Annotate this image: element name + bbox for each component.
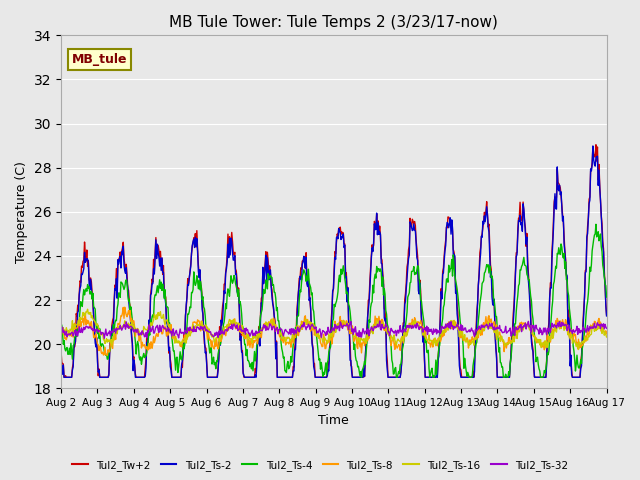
Tul2_Ts-2	[589, 143, 596, 149]
Tul2_Ts-4	[57, 321, 65, 326]
Tul2_Ts-8	[209, 344, 216, 349]
Tul2_Ts-4	[603, 294, 611, 300]
Tul2_Ts-2	[57, 351, 65, 357]
Tul2_Ts-16	[179, 338, 187, 344]
Tul2_Ts-2	[417, 300, 424, 306]
Tul2_Ts-8	[67, 331, 75, 336]
Tul2_Tw+2	[68, 374, 76, 380]
Tul2_Ts-32	[179, 330, 187, 336]
Tul2_Tw+2	[60, 374, 68, 380]
Tul2_Ts-2	[179, 350, 187, 356]
Tul2_Ts-8	[125, 308, 132, 313]
Tul2_Ts-8	[417, 321, 425, 326]
Tul2_Ts-8	[57, 334, 65, 340]
Tul2_Ts-4	[123, 280, 131, 286]
Title: MB Tule Tower: Tule Temps 2 (3/23/17-now): MB Tule Tower: Tule Temps 2 (3/23/17-now…	[170, 15, 498, 30]
Tul2_Ts-8	[402, 330, 410, 336]
Tul2_Ts-8	[603, 331, 611, 336]
Tul2_Ts-32	[57, 330, 65, 336]
Tul2_Ts-4	[592, 221, 600, 227]
Tul2_Ts-2	[603, 313, 611, 319]
Tul2_Ts-16	[124, 324, 132, 330]
Line: Tul2_Ts-2: Tul2_Ts-2	[61, 146, 607, 377]
Line: Tul2_Ts-8: Tul2_Ts-8	[61, 307, 607, 355]
Tul2_Ts-16	[208, 334, 216, 340]
Tul2_Ts-4	[401, 330, 408, 336]
Tul2_Ts-32	[376, 318, 383, 324]
Tul2_Ts-32	[417, 324, 425, 330]
Tul2_Ts-16	[67, 327, 75, 333]
Tul2_Tw+2	[592, 142, 600, 148]
Y-axis label: Temperature (C): Temperature (C)	[15, 161, 28, 263]
Tul2_Tw+2	[57, 348, 65, 354]
Tul2_Ts-4	[179, 351, 186, 357]
Tul2_Ts-16	[57, 329, 65, 335]
Tul2_Ts-4	[207, 345, 215, 350]
Tul2_Ts-4	[358, 374, 365, 380]
Tul2_Tw+2	[603, 312, 611, 318]
Line: Tul2_Ts-32: Tul2_Ts-32	[61, 321, 607, 338]
Tul2_Ts-4	[67, 340, 75, 346]
Tul2_Ts-16	[84, 306, 92, 312]
Tul2_Ts-4	[417, 298, 424, 303]
Tul2_Ts-32	[124, 322, 132, 328]
Tul2_Ts-2	[401, 301, 408, 307]
Tul2_Ts-32	[67, 330, 75, 336]
Tul2_Ts-8	[121, 304, 129, 310]
Tul2_Ts-32	[402, 329, 410, 335]
Tul2_Tw+2	[417, 288, 424, 294]
Tul2_Ts-32	[100, 336, 108, 341]
Tul2_Ts-32	[603, 325, 611, 331]
Tul2_Ts-2	[208, 374, 216, 380]
Text: MB_tule: MB_tule	[72, 53, 127, 66]
Tul2_Ts-16	[417, 326, 424, 332]
Legend: Tul2_Tw+2, Tul2_Ts-2, Tul2_Ts-4, Tul2_Ts-8, Tul2_Ts-16, Tul2_Ts-32: Tul2_Tw+2, Tul2_Ts-2, Tul2_Ts-4, Tul2_Ts…	[68, 456, 572, 475]
Tul2_Ts-16	[603, 334, 611, 340]
Line: Tul2_Ts-4: Tul2_Ts-4	[61, 224, 607, 377]
Tul2_Tw+2	[124, 286, 132, 292]
X-axis label: Time: Time	[319, 414, 349, 427]
Tul2_Ts-32	[208, 332, 216, 338]
Line: Tul2_Tw+2: Tul2_Tw+2	[61, 145, 607, 377]
Tul2_Tw+2	[401, 297, 408, 302]
Tul2_Ts-2	[124, 285, 132, 290]
Tul2_Ts-2	[60, 374, 68, 380]
Line: Tul2_Ts-16: Tul2_Ts-16	[61, 309, 607, 349]
Tul2_Ts-2	[68, 374, 76, 380]
Tul2_Ts-16	[401, 331, 408, 337]
Tul2_Tw+2	[208, 374, 216, 380]
Tul2_Ts-8	[104, 352, 111, 358]
Tul2_Ts-8	[180, 336, 188, 342]
Tul2_Tw+2	[179, 344, 187, 349]
Tul2_Ts-16	[575, 347, 582, 352]
